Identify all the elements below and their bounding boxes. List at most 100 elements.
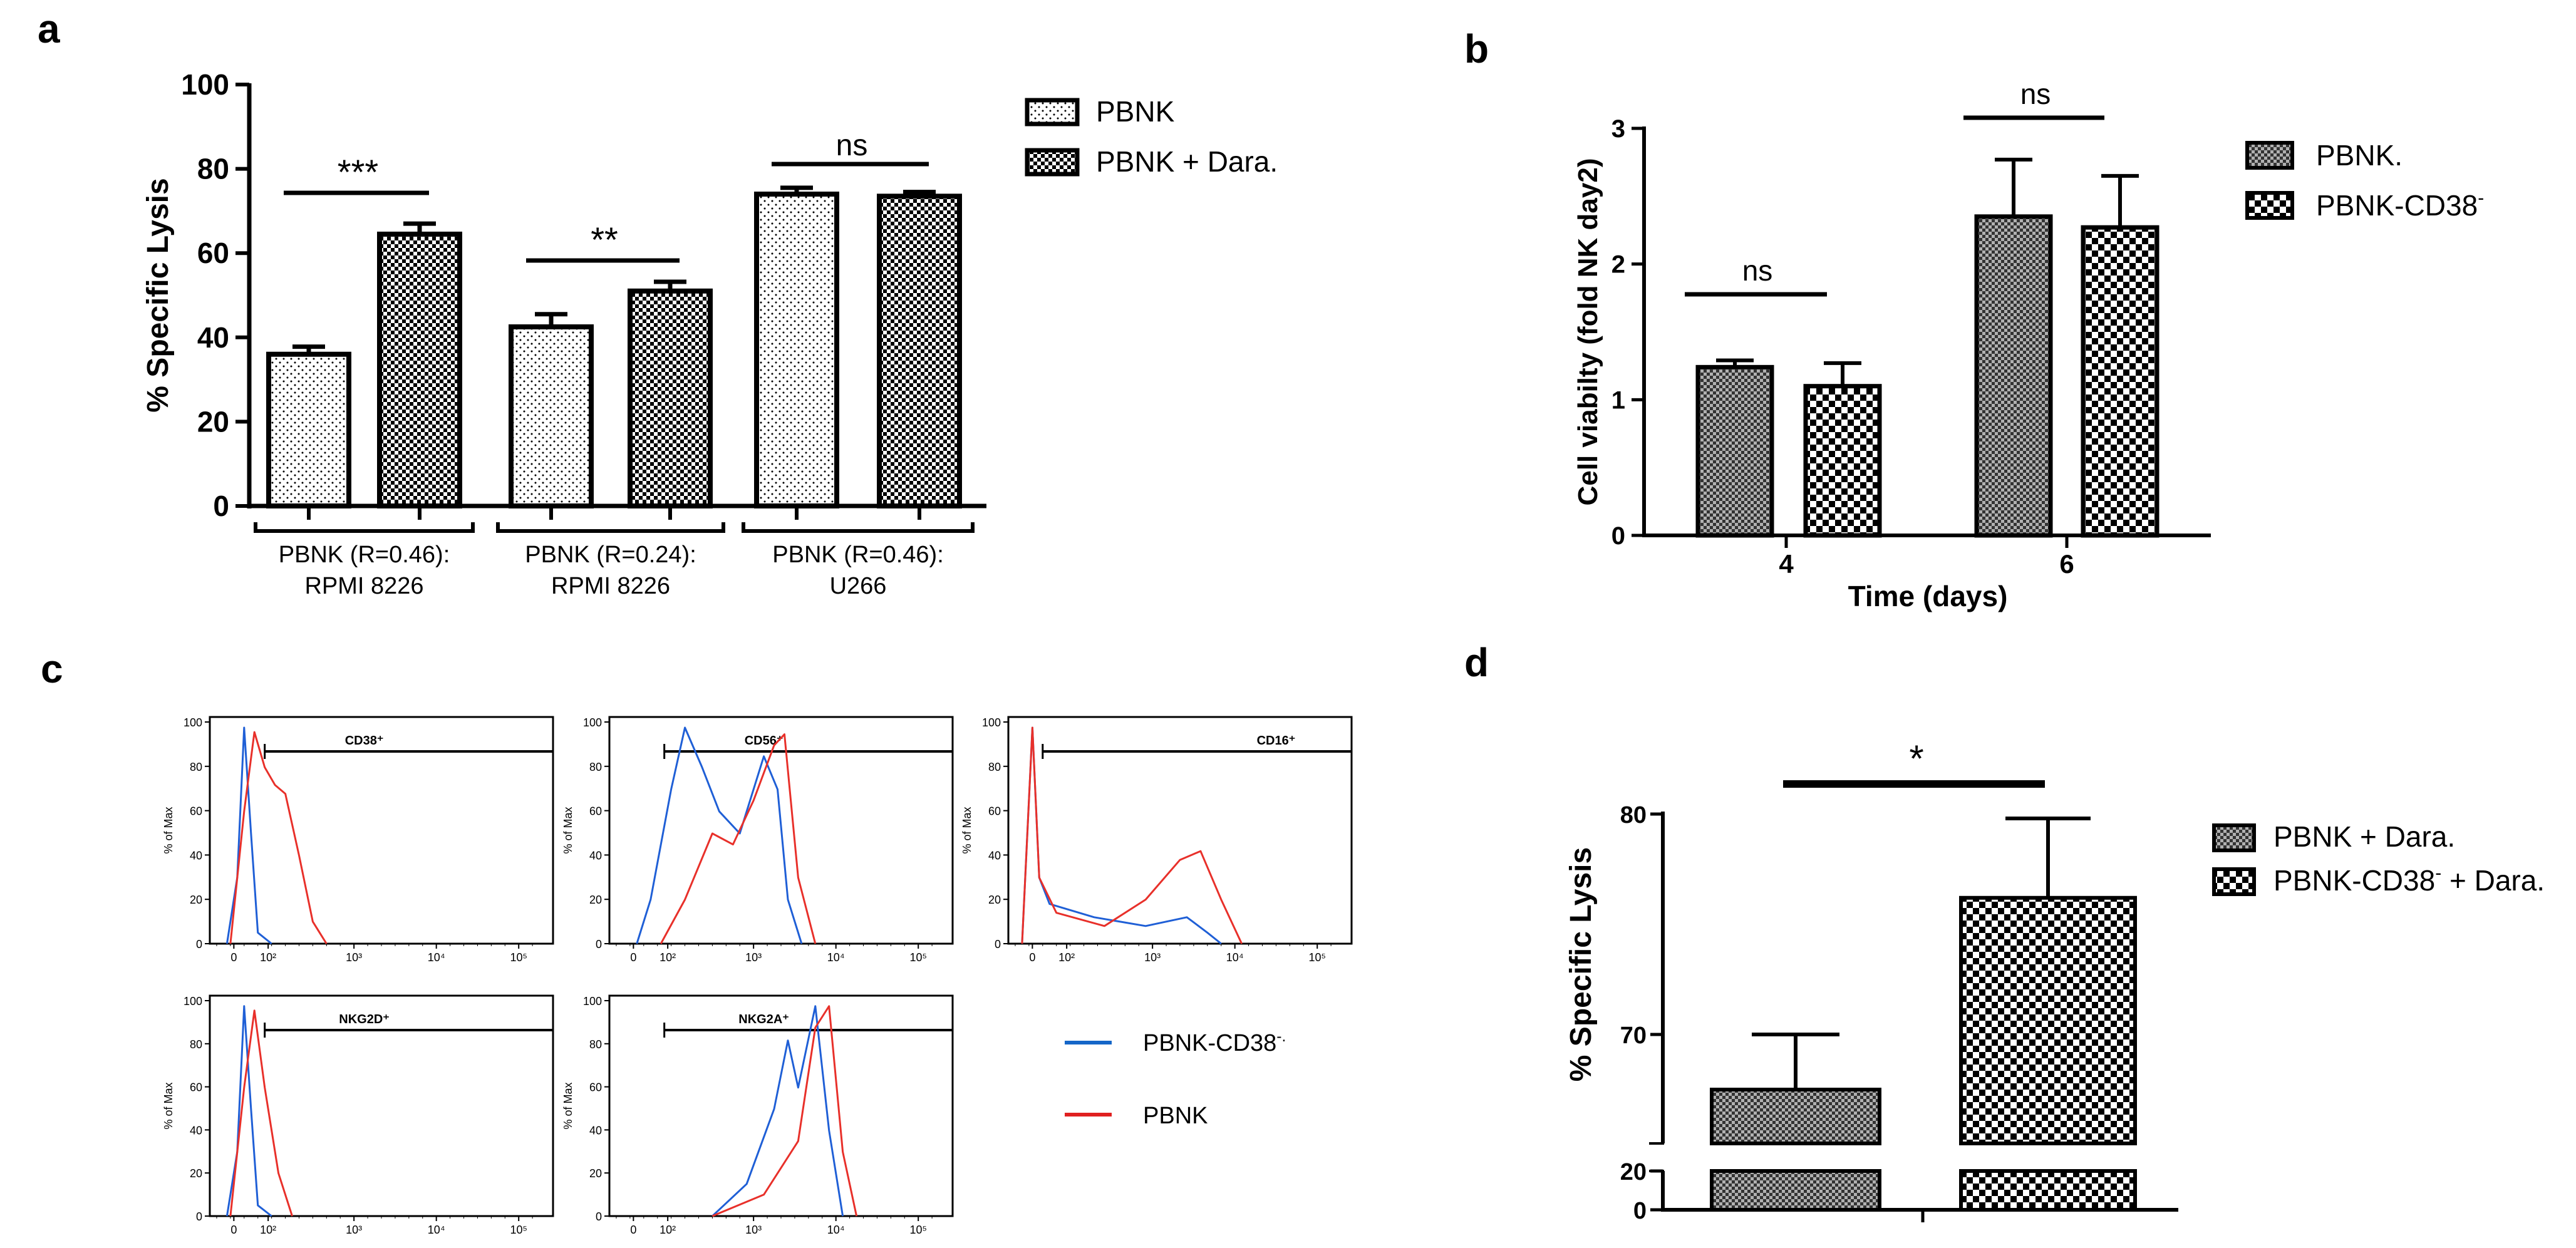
histogram-y-label: % of Max bbox=[961, 807, 973, 853]
histogram-frame bbox=[209, 994, 554, 1217]
gate-label: CD38⁺ bbox=[345, 734, 384, 748]
bar bbox=[509, 324, 594, 508]
legend-label: PBNK bbox=[1096, 95, 1175, 128]
histogram-y-tick-label: 40 bbox=[589, 849, 602, 862]
y-tick-label: 1 bbox=[1611, 386, 1625, 414]
group-label-line2: U266 bbox=[830, 573, 887, 599]
y-tick-label: 20 bbox=[197, 405, 229, 438]
histogram-x-tick-label: 0 bbox=[1029, 951, 1035, 964]
bar-lower bbox=[1710, 1169, 1881, 1212]
histogram-y-tick-label: 0 bbox=[196, 1210, 202, 1223]
panel-a: 0 20 40 60 80 100 % Specific Lysis PBNK (R=0.46… bbox=[142, 68, 1278, 599]
histogram-y-tick-label: 40 bbox=[589, 1124, 602, 1137]
bar bbox=[628, 288, 713, 508]
histogram-y-tick-label: 60 bbox=[589, 805, 602, 818]
histogram-curve-pbnk bbox=[1021, 726, 1243, 944]
histogram-y-tick-label: 20 bbox=[589, 1167, 602, 1180]
legend-label-pbnk-cd38-main: PBNK-CD38 bbox=[1143, 1030, 1276, 1056]
legend-label-pbnk-cd38: PBNK-CD38-. bbox=[1143, 1028, 1286, 1056]
y-tick-label: 20 bbox=[1620, 1159, 1647, 1185]
legend-label-sup: - bbox=[2435, 863, 2441, 884]
histogram-y-tick-label: 100 bbox=[583, 995, 602, 1008]
y-tick-label: 2 bbox=[1611, 251, 1625, 279]
histogram-curve-pbnk-cd38 bbox=[636, 726, 803, 944]
y-axis-label: % Specific Lysis bbox=[1565, 847, 1598, 1081]
legend-label-pbnk-cd38-sup: -. bbox=[1276, 1028, 1286, 1045]
histogram-y-label: % of Max bbox=[562, 807, 574, 853]
gate-label: CD16⁺ bbox=[1257, 734, 1296, 748]
bar bbox=[754, 191, 839, 508]
histogram-curve-pbnk bbox=[660, 733, 817, 944]
histogram-frame bbox=[608, 994, 954, 1217]
histogram-x-tick-label: 10³ bbox=[745, 951, 762, 964]
histogram-x-tick-label: 10³ bbox=[745, 1224, 762, 1236]
y-tick-label: 0 bbox=[1611, 522, 1625, 550]
gate-label: CD56⁺ bbox=[745, 734, 784, 748]
legend-label-main: PBNK + Dara. bbox=[2273, 820, 2455, 853]
legend-label: PBNK. bbox=[2316, 139, 2403, 172]
legend-swatch bbox=[1025, 148, 1080, 177]
histogram-x-tick-label: 10⁵ bbox=[909, 1224, 926, 1236]
histogram-y-tick-label: 100 bbox=[583, 716, 602, 729]
legend-label-suffix: + Dara. bbox=[2441, 864, 2545, 897]
bar-lower bbox=[1959, 1169, 2137, 1212]
group-label-line2: RPMI 8226 bbox=[304, 573, 423, 599]
histogram-y-label: % of Max bbox=[162, 807, 175, 853]
histogram-curve-pbnk-cd38 bbox=[1021, 726, 1222, 945]
legend-label: PBNK + Dara. bbox=[2273, 820, 2455, 853]
bar-upper bbox=[1710, 1088, 1881, 1145]
histogram-x-tick-label: 10³ bbox=[346, 951, 362, 964]
panel-label-c: c bbox=[41, 646, 63, 691]
legend-swatch bbox=[2212, 867, 2256, 896]
histogram-x-tick-label: 10² bbox=[660, 951, 676, 964]
histogram-y-tick-label: 40 bbox=[190, 849, 202, 862]
y-tick-label: 80 bbox=[197, 153, 229, 185]
histogram-y-tick-label: 0 bbox=[596, 938, 602, 951]
histogram-x-tick-label: 0 bbox=[630, 951, 636, 964]
legend-swatch bbox=[2245, 141, 2294, 170]
histogram-y-tick-label: 80 bbox=[190, 1038, 202, 1051]
bar bbox=[377, 231, 462, 508]
significance-label: ns bbox=[2020, 78, 2051, 110]
histogram-x-tick-label: 10³ bbox=[1144, 951, 1161, 964]
bar bbox=[1695, 364, 1774, 538]
histogram-x-tick-label: 10⁵ bbox=[1308, 951, 1325, 964]
histogram-x-tick-label: 10⁴ bbox=[827, 1224, 845, 1236]
histogram-y-tick-label: 80 bbox=[190, 761, 202, 773]
legend-label-sup: - bbox=[2478, 188, 2484, 209]
legend-swatch bbox=[2245, 191, 2294, 220]
histogram-y-tick-label: 80 bbox=[589, 761, 602, 773]
histogram-x-tick-label: 10² bbox=[660, 1224, 676, 1236]
histogram-x-tick-label: 10⁴ bbox=[1226, 951, 1244, 964]
histogram-curve-pbnk bbox=[229, 731, 328, 944]
legend-swatch bbox=[2212, 823, 2256, 852]
histogram-y-tick-label: 60 bbox=[589, 1081, 602, 1094]
x-axis-label: Time (days) bbox=[1848, 580, 2008, 612]
histogram-x-tick-label: 10² bbox=[260, 1224, 276, 1236]
histogram-y-tick-label: 80 bbox=[988, 761, 1001, 773]
bar bbox=[877, 193, 962, 508]
histogram-y-tick-label: 100 bbox=[982, 716, 1001, 729]
group-label-line2: RPMI 8226 bbox=[551, 573, 670, 599]
histogram-y-label: % of Max bbox=[162, 1082, 175, 1129]
y-tick-label: 100 bbox=[181, 68, 229, 101]
legend-label: PBNK-CD38- + Dara. bbox=[2273, 863, 2545, 897]
bar bbox=[266, 351, 351, 508]
bar bbox=[1974, 214, 2053, 538]
y-axis-label: Cell viabilty (fold NK day2) bbox=[1573, 158, 1603, 506]
histogram-x-tick-label: 10⁵ bbox=[510, 1224, 527, 1236]
bar bbox=[1803, 384, 1882, 538]
histogram-y-tick-label: 20 bbox=[988, 894, 1001, 906]
histogram-x-tick-label: 10³ bbox=[346, 1224, 362, 1236]
legend-label: PBNK-CD38- bbox=[2316, 188, 2484, 222]
histogram-x-tick-label: 10² bbox=[1058, 951, 1075, 964]
histogram-x-tick-label: 10⁴ bbox=[428, 1224, 445, 1236]
histogram-y-tick-label: 100 bbox=[184, 716, 202, 729]
histogram-y-tick-label: 20 bbox=[190, 894, 202, 906]
panel-label-a: a bbox=[38, 6, 60, 51]
panel-c: 0 20 40 60 80 100 % of Max 0 10² 10³ 10⁴ 10⁵ CD38⁺ 0 2… bbox=[162, 716, 1353, 1236]
histogram-curve-pbnk bbox=[711, 1005, 858, 1217]
bar-upper bbox=[1959, 895, 2137, 1145]
histogram-y-tick-label: 40 bbox=[988, 849, 1001, 862]
